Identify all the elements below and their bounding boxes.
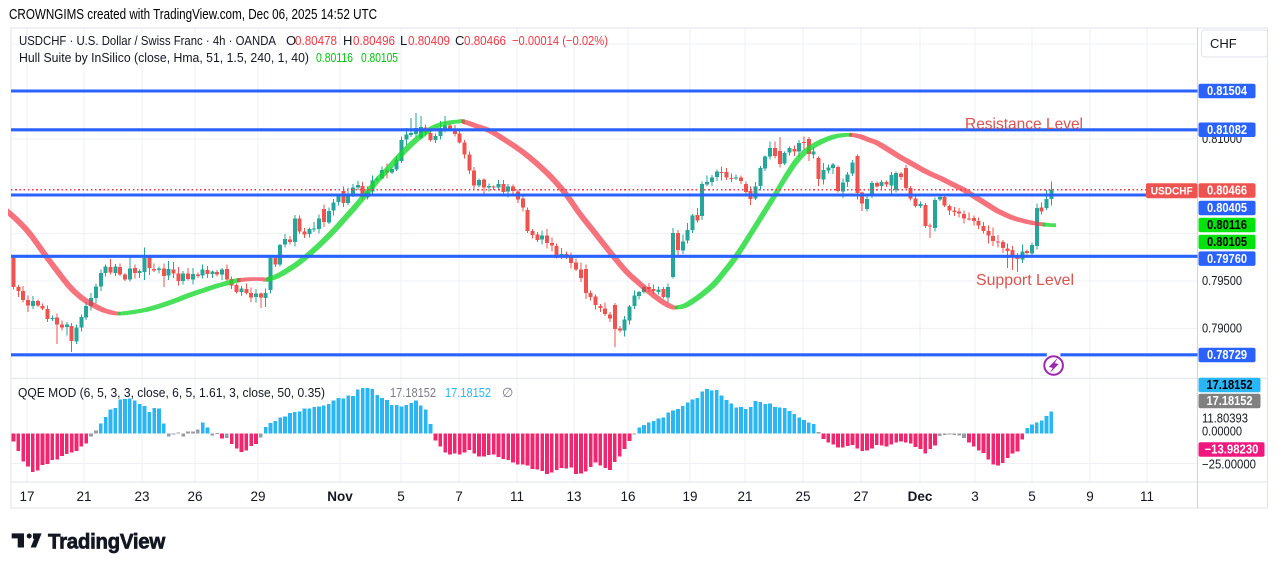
svg-text:0.00000: 0.00000 [1202, 425, 1242, 439]
svg-text:TradingView: TradingView [48, 530, 166, 554]
svg-text:C: C [455, 33, 464, 48]
svg-text:0.78729: 0.78729 [1207, 348, 1247, 362]
svg-text:QQE MOD (6, 5, 3, 3, close, 6,: QQE MOD (6, 5, 3, 3, close, 6, 5, 1.61, … [18, 385, 325, 400]
svg-text:27: 27 [853, 489, 868, 504]
svg-text:5: 5 [1028, 489, 1036, 504]
svg-text:17.18152: 17.18152 [390, 385, 436, 400]
svg-text:17.18152: 17.18152 [445, 385, 491, 400]
svg-text:CROWNGIMS created with Trading: CROWNGIMS created with TradingView.com, … [9, 7, 377, 23]
svg-text:7: 7 [455, 489, 463, 504]
svg-text:Dec: Dec [908, 489, 933, 504]
svg-text:−25.00000: −25.00000 [1202, 458, 1256, 472]
svg-text:0.79760: 0.79760 [1207, 252, 1247, 266]
svg-text:0.80105: 0.80105 [1207, 235, 1247, 249]
svg-text:∅: ∅ [502, 385, 513, 400]
svg-text:L: L [400, 33, 407, 48]
svg-text:29: 29 [250, 489, 265, 504]
svg-text:Resistance Level: Resistance Level [965, 116, 1083, 133]
svg-text:USDCHF · U.S. Dollar / Swiss F: USDCHF · U.S. Dollar / Swiss Franc · 4h … [19, 33, 276, 48]
svg-text:11.80393: 11.80393 [1202, 412, 1248, 426]
svg-text:26: 26 [187, 489, 202, 504]
svg-text:USDCHF: USDCHF [1151, 186, 1193, 198]
svg-text:13: 13 [566, 489, 581, 504]
svg-text:16: 16 [620, 489, 635, 504]
svg-text:17: 17 [19, 489, 34, 504]
svg-text:11: 11 [510, 489, 524, 504]
svg-text:9: 9 [1086, 489, 1094, 504]
svg-text:21: 21 [737, 489, 752, 504]
svg-text:23: 23 [134, 489, 149, 504]
svg-text:0.79500: 0.79500 [1202, 274, 1242, 288]
svg-text:0.80496: 0.80496 [353, 33, 395, 48]
svg-text:21: 21 [76, 489, 91, 504]
svg-text:H: H [343, 33, 352, 48]
svg-text:0.80116: 0.80116 [1207, 218, 1247, 232]
svg-text:−0.00014 (−0.02%): −0.00014 (−0.02%) [512, 33, 608, 48]
svg-text:CHF: CHF [1210, 36, 1237, 51]
svg-text:0.80478: 0.80478 [295, 33, 337, 48]
svg-text:0.80405: 0.80405 [1207, 201, 1247, 215]
svg-text:0.80466: 0.80466 [464, 33, 506, 48]
svg-text:−13.98230: −13.98230 [1205, 443, 1259, 457]
svg-text:17.18152: 17.18152 [1207, 394, 1253, 408]
svg-text:0.79000: 0.79000 [1202, 322, 1242, 336]
svg-text:19: 19 [682, 489, 697, 504]
svg-text:0.80116: 0.80116 [316, 50, 353, 65]
svg-text:0.80105: 0.80105 [361, 50, 398, 65]
svg-text:0.80409: 0.80409 [408, 33, 450, 48]
svg-text:17.18152: 17.18152 [1207, 378, 1253, 392]
svg-text:0.80466: 0.80466 [1207, 184, 1247, 198]
svg-text:5: 5 [397, 489, 405, 504]
svg-text:O: O [286, 33, 296, 48]
svg-text:0.81504: 0.81504 [1207, 84, 1247, 98]
svg-text:3: 3 [971, 489, 979, 504]
svg-text:11: 11 [1140, 489, 1154, 504]
svg-text:Hull Suite by InSilico (close,: Hull Suite by InSilico (close, Hma, 51, … [19, 50, 309, 65]
svg-text:Support Level: Support Level [976, 272, 1074, 289]
svg-text:25: 25 [795, 489, 810, 504]
svg-text:Nov: Nov [327, 489, 353, 504]
svg-text:0.81082: 0.81082 [1207, 123, 1247, 137]
